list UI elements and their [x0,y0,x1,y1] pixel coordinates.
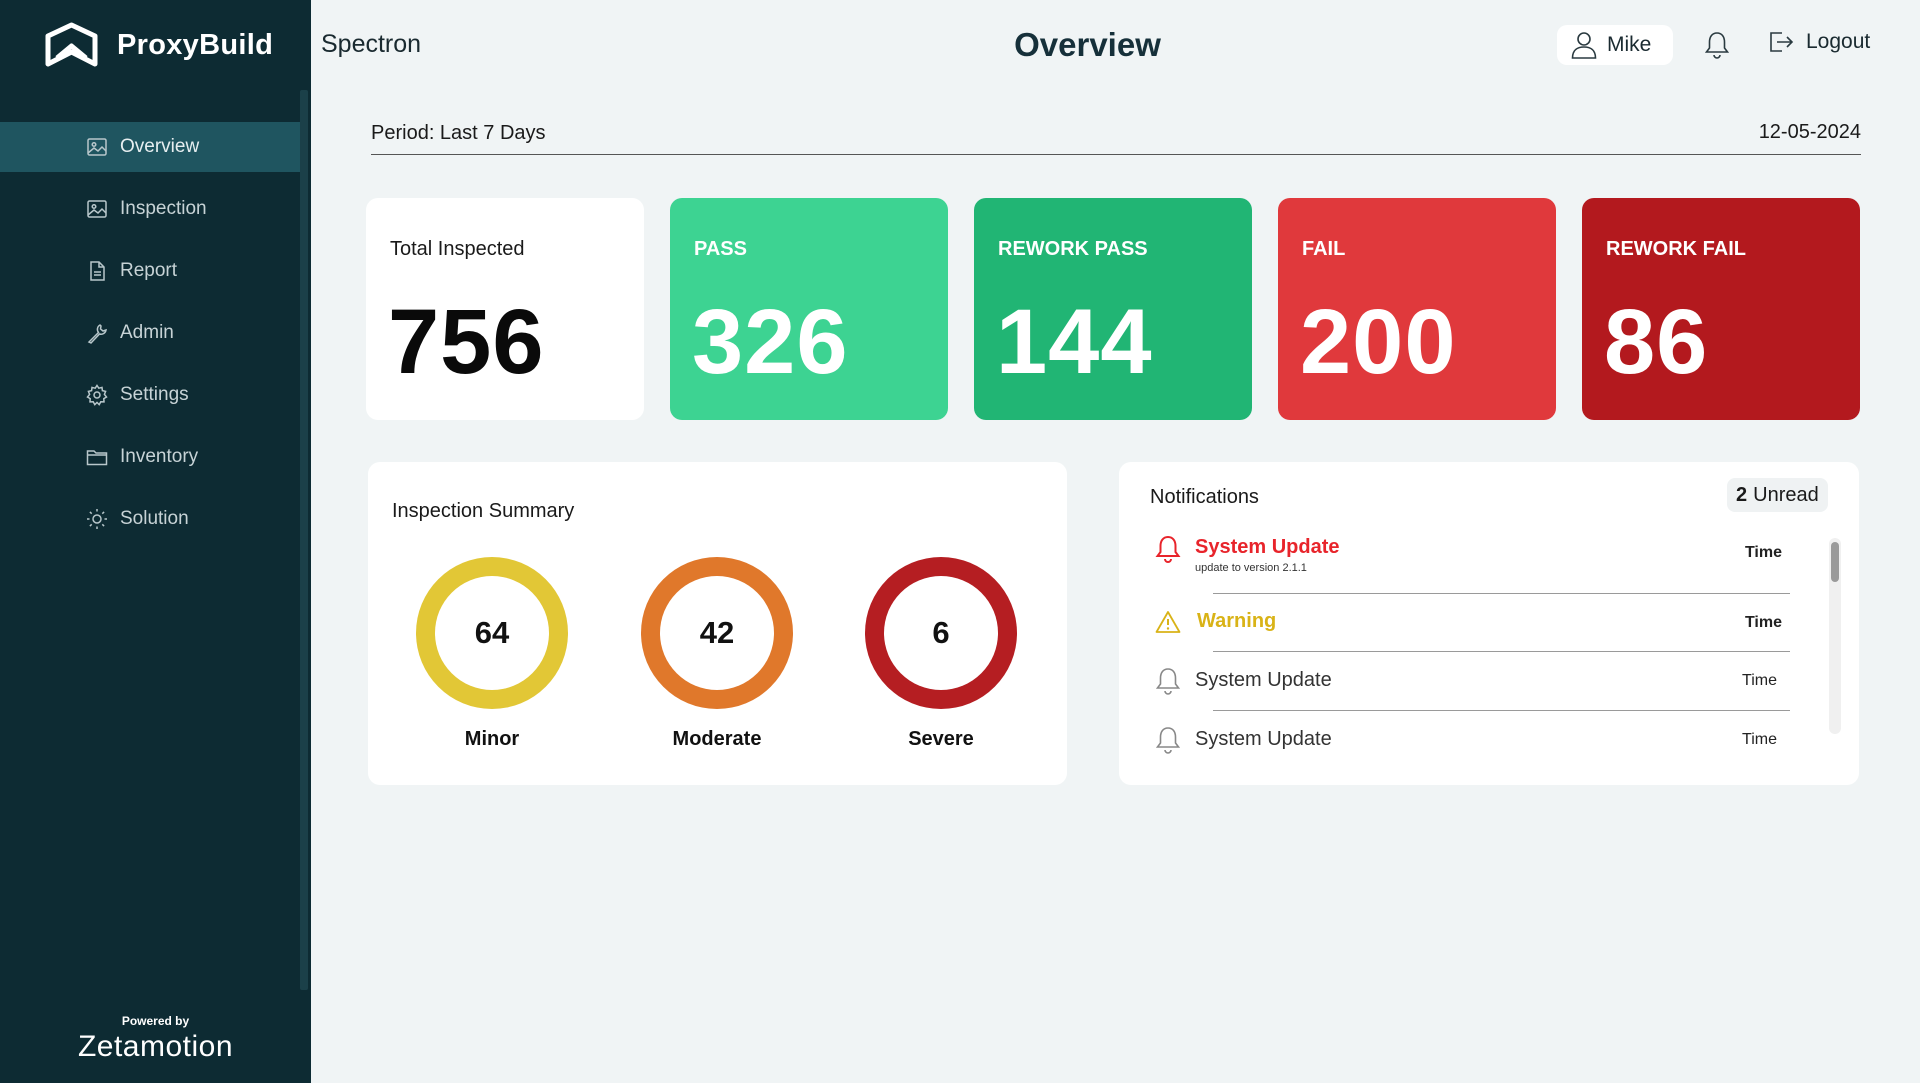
brand-logo[interactable]: ProxyBuild [44,22,273,68]
sidebar-item-label: Admin [120,322,174,343]
notification-time: Time [1742,731,1777,748]
stat-card-rework-pass[interactable]: REWORK PASS 144 [974,198,1252,420]
user-icon [1571,32,1597,59]
powered-by-label: Powered by [121,1014,190,1028]
donut-value: 64 [435,576,549,690]
notification-time: Time [1744,614,1782,631]
notification-time: Time [1742,672,1777,689]
unread-count: 2 [1736,483,1748,506]
sidebar-item-overview[interactable]: Overview [0,122,300,172]
sidebar-item-inventory[interactable]: Inventory [0,432,300,482]
logout-icon [1770,32,1794,52]
sidebar: ProxyBuild Overview Inspection Report Ad… [0,0,311,1083]
sun-icon [87,509,107,529]
divider [1213,593,1790,594]
brand-name: ProxyBuild [117,28,274,61]
notification-title: Warning [1197,610,1277,632]
stat-card-rework-fail[interactable]: REWORK FAIL 86 [1582,198,1860,420]
sidebar-item-solution[interactable]: Solution [0,494,300,544]
sidebar-item-label: Inventory [120,446,199,467]
sidebar-item-label: Solution [120,508,189,529]
notification-title: System Update [1195,536,1340,558]
notification-time: Time [1744,544,1782,561]
donut-value: 42 [660,576,774,690]
sidebar-item-label: Overview [120,136,200,157]
donut-label: Minor [464,728,520,750]
notification-title: System Update [1195,728,1332,750]
stat-label: FAIL [1302,238,1346,260]
notification-item[interactable]: System Update Time [1155,666,1785,706]
donut-label: Severe [908,728,974,750]
divider [371,154,1861,155]
stat-value: 86 [1604,291,1709,393]
sidebar-item-label: Inspection [120,198,207,219]
sidebar-nav: Overview Inspection Report Admin Setting… [0,122,300,556]
sidebar-item-inspection[interactable]: Inspection [0,184,300,234]
period-date: 12-05-2024 [1758,121,1861,143]
image-icon [87,200,107,218]
divider [1213,651,1790,652]
stat-value: 326 [692,291,849,393]
stat-card-fail[interactable]: FAIL 200 [1278,198,1556,420]
wrench-icon [87,324,107,344]
stat-value: 756 [388,291,545,393]
notification-subtitle: update to version 2.1.1 [1195,562,1307,574]
zetamotion-logo: Zetamotion [77,1030,234,1063]
sidebar-item-report[interactable]: Report [0,246,300,296]
stat-label: REWORK FAIL [1606,238,1746,260]
bell-icon [1155,727,1181,754]
image-icon [87,138,107,156]
notification-item[interactable]: System Update update to version 2.1.1 Ti… [1155,534,1785,584]
donut-moderate[interactable]: 42 [641,557,793,709]
divider [1213,710,1790,711]
logout-button[interactable]: Logout [1768,30,1870,54]
notification-title: System Update [1195,669,1332,691]
unread-badge[interactable]: 2 Unread [1727,478,1828,512]
user-name: Mike [1607,33,1652,56]
sidebar-item-label: Settings [120,384,189,405]
sidebar-scrollbar[interactable] [300,90,308,990]
unread-label: Unread [1753,483,1819,506]
stat-value: 144 [996,291,1153,393]
stat-label: Total Inspected [390,238,525,260]
stat-label: REWORK PASS [998,238,1148,260]
notifications-button[interactable] [1704,30,1732,62]
inspection-summary-panel: Inspection Summary 64 Minor 42 Moderate … [368,462,1067,785]
donut-label: Moderate [672,728,762,750]
house-logo-icon [45,22,98,67]
folder-icon [86,450,108,466]
notification-item[interactable]: System Update Time [1155,725,1785,765]
stat-card-pass[interactable]: PASS 326 [670,198,948,420]
notifications-panel: Notifications 2 Unread System Update upd… [1119,462,1859,785]
sidebar-item-label: Report [120,260,178,281]
notifications-scrollbar-track[interactable] [1829,538,1841,734]
user-profile-button[interactable]: Mike [1557,25,1673,65]
bell-icon [1704,32,1730,59]
warning-icon [1155,611,1181,633]
donut-minor[interactable]: 64 [416,557,568,709]
sidebar-item-settings[interactable]: Settings [0,370,300,420]
sidebar-item-admin[interactable]: Admin [0,308,300,358]
stat-value: 200 [1300,291,1457,393]
stat-label: PASS [694,238,747,260]
panel-title: Inspection Summary [392,500,575,522]
stat-card-total-inspected[interactable]: Total Inspected 756 [366,198,644,420]
app-name: Spectron [321,30,422,58]
panel-title: Notifications [1150,486,1259,508]
period-selector[interactable]: Period: Last 7 Days [371,122,546,144]
notifications-scrollbar-thumb[interactable] [1831,542,1839,582]
donut-value: 6 [884,576,998,690]
bell-alert-icon [1155,535,1181,563]
page-title: Overview [1014,26,1161,63]
document-icon [90,261,105,281]
logout-label: Logout [1806,30,1871,53]
notification-item[interactable]: Warning Time [1155,608,1785,648]
donut-severe[interactable]: 6 [865,557,1017,709]
bell-icon [1155,668,1181,695]
gear-icon [86,384,108,406]
